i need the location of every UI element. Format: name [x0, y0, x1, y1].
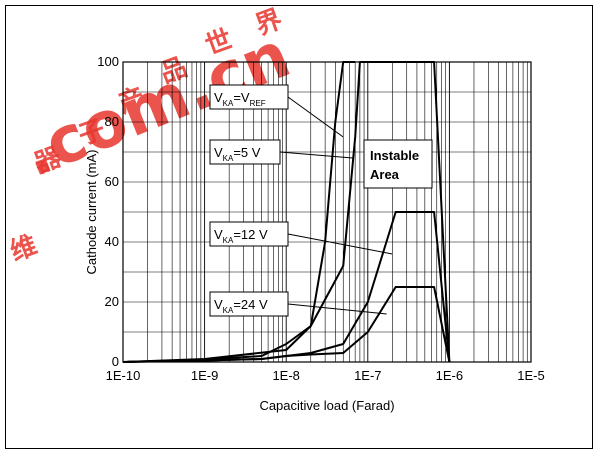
leader-line — [287, 303, 387, 315]
leader-line — [287, 96, 344, 138]
series-label-text: =5 V — [233, 145, 260, 160]
x-tick-label: 1E-9 — [191, 368, 218, 383]
series-label-subscript: KA — [223, 99, 234, 108]
series-label-text: =12 V — [233, 227, 268, 242]
x-axis-label: Capacitive load (Farad) — [259, 398, 394, 413]
x-tick-label: 1E-6 — [436, 368, 463, 383]
series-label-text: V — [214, 145, 223, 160]
leader-line — [287, 233, 393, 255]
series-label-text: V — [214, 227, 223, 242]
instable-area-annotation: Instable Area — [363, 139, 433, 189]
series-label-subscript: REF — [250, 99, 266, 108]
series-label: VKA=12 V — [214, 227, 268, 245]
annotation-line: Area — [370, 167, 400, 182]
tick-labels: 1E-10 1E-9 1E-8 1E-7 1E-6 1E-5 0 20 40 60 80 100 — [97, 54, 544, 383]
y-tick-label: 0 — [112, 354, 119, 369]
y-tick-label: 100 — [97, 54, 119, 69]
series-label-text: V — [214, 90, 223, 105]
x-tick-label: 1E-5 — [517, 368, 544, 383]
y-tick-label: 60 — [105, 174, 119, 189]
annotation-box — [363, 139, 433, 189]
series-label-text: =24 V — [233, 297, 268, 312]
x-tick-label: 1E-10 — [106, 368, 141, 383]
series-label: VKA=24 V — [214, 297, 268, 315]
series-label-text: =V — [233, 90, 250, 105]
annotation-line: Instable — [370, 148, 419, 163]
series-label-box — [209, 221, 289, 247]
series-label: VKA=VREF — [214, 90, 266, 108]
series-label-subscript: KA — [223, 154, 234, 163]
x-tick-label: 1E-7 — [354, 368, 381, 383]
leader-line — [279, 151, 353, 159]
y-axis-label: Cathode current (mA) — [84, 150, 99, 275]
plot-border — [122, 61, 532, 363]
series-label-box — [209, 84, 289, 110]
series-label-subscript: KA — [223, 306, 234, 315]
y-tick-label: 40 — [105, 234, 119, 249]
y-tick-label: 20 — [105, 294, 119, 309]
series-label: VKA=5 V — [214, 145, 261, 163]
chart-frame — [5, 5, 593, 449]
series-label-box — [209, 291, 289, 317]
y-tick-label: 80 — [105, 114, 119, 129]
x-tick-label: 1E-8 — [272, 368, 299, 383]
series-label-text: V — [214, 297, 223, 312]
series-line — [122, 286, 451, 363]
series-label-box — [209, 139, 281, 165]
series-label-subscript: KA — [223, 236, 234, 245]
